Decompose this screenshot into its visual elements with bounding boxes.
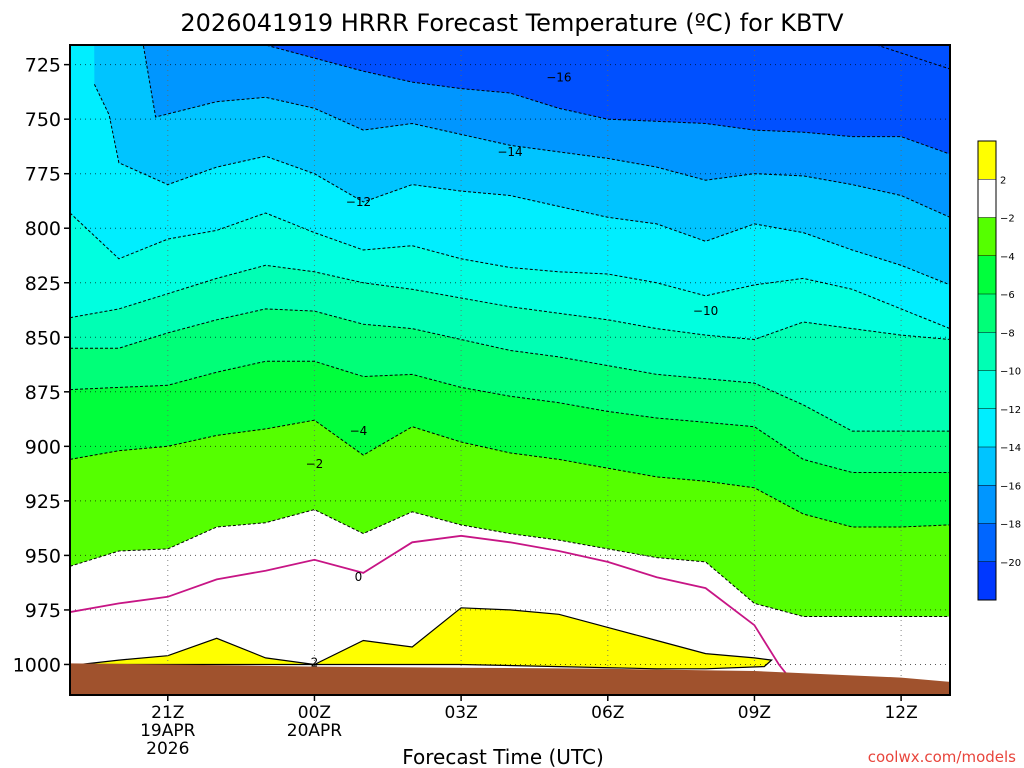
colorbar-label: 2 <box>1000 175 1006 186</box>
contour-label: 0 <box>355 570 363 584</box>
band-fill-t_m20 <box>876 45 950 69</box>
warm-region <box>79 607 773 670</box>
contour-label: −2 <box>306 457 324 471</box>
colorbar-label: −4 <box>1000 252 1015 263</box>
y-tick-label: 775 <box>25 164 61 186</box>
grid-lines <box>70 45 950 695</box>
temperature-fills <box>70 45 950 695</box>
isotherm-t_m18 <box>216 45 950 155</box>
colorbar-swatch <box>978 255 996 295</box>
contour-label: −12 <box>346 195 371 209</box>
y-tick-label: 850 <box>25 327 61 349</box>
y-tick-label: 750 <box>25 109 61 131</box>
colorbar-label: −6 <box>1000 290 1015 301</box>
contour-label: −14 <box>497 145 522 159</box>
contour-label: 2 <box>311 655 319 669</box>
x-tick-label: 20APR <box>287 721 343 741</box>
colorbar-swatch <box>978 561 996 601</box>
y-tick-label: 875 <box>25 382 61 404</box>
isotherm-t_m14 <box>93 84 950 286</box>
colorbar-label: −12 <box>1000 405 1021 416</box>
y-tick-label: 925 <box>25 491 61 513</box>
ground-fill <box>70 663 950 695</box>
isotherm-t_m6 <box>70 360 950 473</box>
isotherm-lines <box>70 45 950 695</box>
isotherm-t_m4 <box>70 419 950 528</box>
colorbar-label: −20 <box>1000 558 1021 569</box>
x-axis-label: Forecast Time (UTC) <box>402 745 604 768</box>
y-tick-label: 825 <box>25 273 61 295</box>
y-axis: 725 750 775 800 825 850 875 900 925 950 975 1000 <box>13 55 70 676</box>
ground-layer <box>70 663 950 695</box>
contour-labels: −16 −14 −12 −10 −4 −2 0 2 <box>306 71 719 670</box>
x-tick-label: 21Z <box>151 703 184 723</box>
contour-label: −4 <box>350 424 368 438</box>
colorbar-label: −2 <box>1000 214 1015 225</box>
colorbar-swatch <box>978 485 996 524</box>
y-tick-label: 900 <box>25 436 61 458</box>
x-tick-label: 2026 <box>146 739 189 759</box>
colorbar-swatch <box>978 447 996 486</box>
x-tick-label: 19APR <box>140 721 196 741</box>
x-tick-label: 09Z <box>738 703 771 723</box>
colorbar-label: −16 <box>1000 481 1021 492</box>
colorbar-swatch <box>978 217 996 257</box>
colorbar-label: −14 <box>1000 443 1021 454</box>
isotherm-t_m16 <box>99 45 950 218</box>
band-fill-t_m18 <box>216 45 950 155</box>
isotherm-t_m12 <box>70 212 950 330</box>
isotherm-t_m2 <box>70 509 950 617</box>
isotherm-t_m20 <box>876 45 950 70</box>
y-tick-label: 725 <box>25 55 61 77</box>
contour-label: −10 <box>693 304 718 318</box>
x-tick-label: 03Z <box>444 703 477 723</box>
plot-area <box>70 45 950 695</box>
y-tick-label: 950 <box>25 545 61 567</box>
colorbar-label: −10 <box>1000 367 1021 378</box>
credit-link[interactable]: coolwx.com/models <box>868 748 1016 766</box>
colorbar-label: −8 <box>1000 328 1015 339</box>
colorbar-swatch <box>978 141 996 180</box>
y-tick-label: 800 <box>25 218 61 240</box>
colorbar-label: −18 <box>1000 520 1021 531</box>
colorbar-swatch <box>978 370 996 410</box>
isotherm-t_m10 <box>70 264 950 341</box>
x-tick-label: 00Z <box>298 703 331 723</box>
y-tick-label: 1000 <box>13 654 61 676</box>
isotherm-zero <box>70 534 805 695</box>
x-tick-label: 12Z <box>884 703 917 723</box>
contour-label: −16 <box>546 71 571 85</box>
x-tick-label: 06Z <box>591 703 624 723</box>
colorbar-swatch <box>978 294 996 333</box>
colorbar-swatch <box>978 332 996 371</box>
colorbar-swatch <box>978 523 996 563</box>
colorbar-swatch <box>978 179 996 218</box>
y-tick-label: 975 <box>25 600 61 622</box>
colorbar: 2 −2 −4 −6 −8 −10 −12 −14 −16 −18 −20 <box>977 140 1021 601</box>
isotherm-t_m8 <box>70 308 950 432</box>
plot-frame <box>69 44 951 696</box>
chart-title: 2026041919 HRRR Forecast Temperature (ºC… <box>180 9 844 37</box>
colorbar-swatch <box>978 408 996 448</box>
